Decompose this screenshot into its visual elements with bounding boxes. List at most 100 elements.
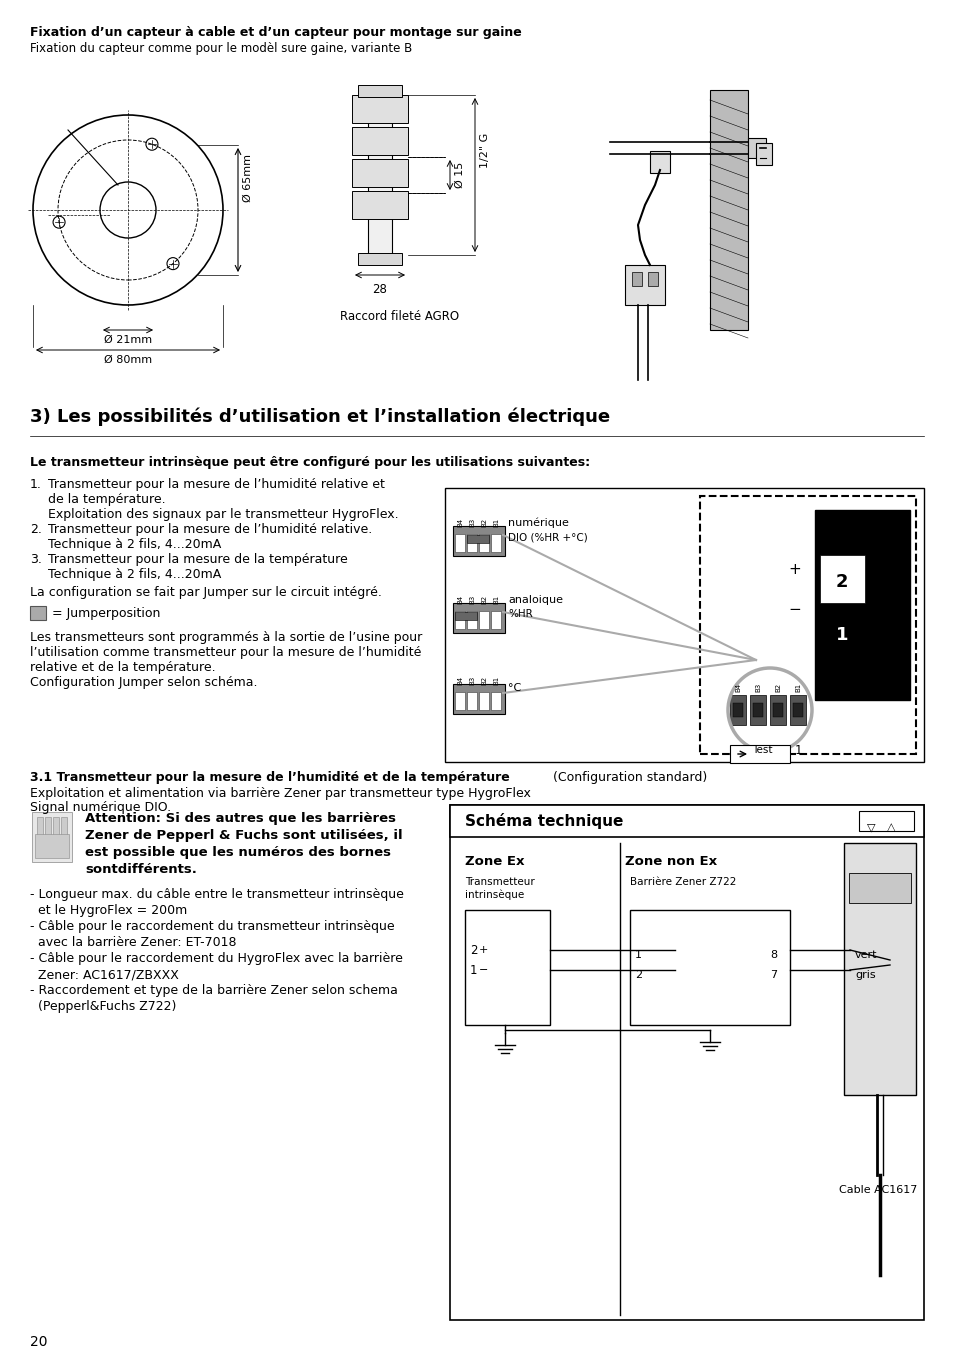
Text: B1: B1	[493, 517, 498, 527]
Bar	[769, 695, 785, 724]
Bar	[455, 611, 464, 630]
Text: B2: B2	[480, 676, 486, 685]
Text: 1: 1	[470, 964, 477, 976]
Text: B3: B3	[469, 517, 475, 527]
Text: Transmetteur pour la mesure de l’humidité relative.: Transmetteur pour la mesure de l’humidit…	[48, 523, 372, 536]
Bar	[752, 703, 762, 718]
Bar	[843, 844, 915, 1095]
Text: Barrière Zener Z722: Barrière Zener Z722	[629, 877, 736, 887]
Text: B3: B3	[754, 682, 760, 692]
Bar	[453, 603, 504, 634]
Bar	[352, 95, 408, 123]
Bar	[357, 253, 401, 265]
Bar	[464, 910, 550, 1025]
Text: Ø 21mm: Ø 21mm	[104, 334, 152, 345]
Text: Attention: Si des autres que les barrières: Attention: Si des autres que les barrièr…	[85, 812, 395, 825]
Bar	[755, 144, 771, 165]
Text: - Câble pour le raccordement du HygroFlex avec la barrière: - Câble pour le raccordement du HygroFle…	[30, 952, 402, 965]
Text: 7: 7	[769, 969, 777, 980]
Text: B2: B2	[774, 682, 781, 692]
Bar	[467, 535, 489, 543]
Bar	[368, 95, 392, 255]
Text: 28: 28	[373, 283, 387, 297]
Text: Fixation du capteur comme pour le modèl sure gaine, variante B: Fixation du capteur comme pour le modèl …	[30, 42, 412, 56]
Text: +: +	[788, 562, 801, 578]
Bar	[700, 496, 915, 754]
Bar	[858, 811, 913, 831]
Text: ▽: ▽	[866, 822, 875, 831]
Bar	[649, 152, 669, 173]
Text: %HR: %HR	[507, 609, 532, 619]
Text: B2: B2	[480, 594, 486, 604]
Bar	[467, 692, 476, 709]
Text: −: −	[478, 965, 488, 975]
Bar	[709, 89, 747, 330]
Text: Technique à 2 fils, 4...20mA: Technique à 2 fils, 4...20mA	[48, 538, 221, 551]
Text: B4: B4	[456, 517, 462, 527]
Text: 3) Les possibilités d’utilisation et l’installation électrique: 3) Les possibilités d’utilisation et l’i…	[30, 408, 610, 427]
Bar	[450, 806, 923, 1320]
Bar	[491, 533, 500, 552]
Bar	[729, 745, 789, 764]
Bar	[647, 272, 658, 286]
Text: est possible que les numéros des bornes: est possible que les numéros des bornes	[85, 846, 391, 858]
Text: (Pepperl&Fuchs Z722): (Pepperl&Fuchs Z722)	[30, 1001, 176, 1013]
Text: = Jumperposition: = Jumperposition	[52, 607, 160, 620]
Text: Zener de Pepperl & Fuchs sont utilisées, il: Zener de Pepperl & Fuchs sont utilisées,…	[85, 829, 402, 842]
Text: Ø 15: Ø 15	[455, 162, 464, 188]
Bar	[32, 812, 71, 862]
Text: Ø 65mm: Ø 65mm	[243, 154, 253, 202]
Text: 2: 2	[470, 944, 477, 956]
Bar	[789, 695, 805, 724]
Text: DIO (%HR +°C): DIO (%HR +°C)	[507, 532, 587, 542]
Text: - Longueur max. du câble entre le transmetteur intrinsèque: - Longueur max. du câble entre le transm…	[30, 888, 403, 900]
Text: B1: B1	[493, 676, 498, 685]
Bar	[455, 533, 464, 552]
Text: +: +	[478, 945, 488, 955]
Text: avec la barrière Zener: ET-7018: avec la barrière Zener: ET-7018	[30, 936, 236, 949]
Text: 1: 1	[835, 626, 847, 645]
Bar	[624, 265, 664, 305]
Text: Signal numérique DIO.: Signal numérique DIO.	[30, 802, 171, 814]
Text: 3.: 3.	[30, 552, 42, 566]
Text: Les transmetteurs sont programmés à la sortie de l’usine pour: Les transmetteurs sont programmés à la s…	[30, 631, 422, 645]
Text: B4: B4	[734, 682, 740, 692]
Bar	[729, 695, 745, 724]
Text: Test: Test	[751, 745, 772, 756]
Text: Le transmetteur intrinsèque peut être configuré pour les utilisations suivantes:: Le transmetteur intrinsèque peut être co…	[30, 456, 590, 468]
Text: analoique: analoique	[507, 594, 562, 605]
Text: B4: B4	[456, 676, 462, 685]
Text: 1.: 1.	[30, 478, 42, 492]
Bar	[467, 533, 476, 552]
Text: - Câble pour le raccordement du transmetteur intrinsèque: - Câble pour le raccordement du transmet…	[30, 919, 395, 933]
Text: Configuration Jumper selon schéma.: Configuration Jumper selon schéma.	[30, 676, 257, 689]
Text: Fixation d’un capteur à cable et d’un capteur pour montage sur gaine: Fixation d’un capteur à cable et d’un ca…	[30, 26, 521, 39]
Text: de la température.: de la température.	[48, 493, 166, 506]
Bar	[45, 816, 51, 837]
Text: 2.: 2.	[30, 523, 42, 536]
Bar	[352, 191, 408, 219]
Bar	[453, 684, 504, 714]
Bar	[30, 607, 46, 620]
Text: sontdifférents.: sontdifférents.	[85, 862, 196, 876]
Text: 20: 20	[30, 1335, 48, 1349]
Text: B1: B1	[794, 682, 801, 692]
Text: △: △	[886, 822, 895, 831]
Bar	[455, 612, 476, 620]
Text: vert: vert	[854, 951, 877, 960]
Text: Transmetteur pour la mesure de l’humidité relative et: Transmetteur pour la mesure de l’humidit…	[48, 478, 384, 492]
Bar	[629, 910, 789, 1025]
Text: Transmetteur: Transmetteur	[464, 877, 535, 887]
Bar	[749, 695, 765, 724]
Bar	[747, 138, 765, 158]
Text: Schéma technique: Schéma technique	[464, 812, 622, 829]
Bar	[453, 525, 504, 556]
Bar	[478, 533, 489, 552]
Text: 1: 1	[794, 743, 801, 757]
Text: Ø 80mm: Ø 80mm	[104, 355, 152, 366]
Text: Zener: AC1617/ZBXXX: Zener: AC1617/ZBXXX	[30, 968, 179, 982]
Bar	[772, 703, 782, 718]
Text: B3: B3	[469, 676, 475, 685]
Text: 2: 2	[635, 969, 641, 980]
Bar	[357, 85, 401, 97]
